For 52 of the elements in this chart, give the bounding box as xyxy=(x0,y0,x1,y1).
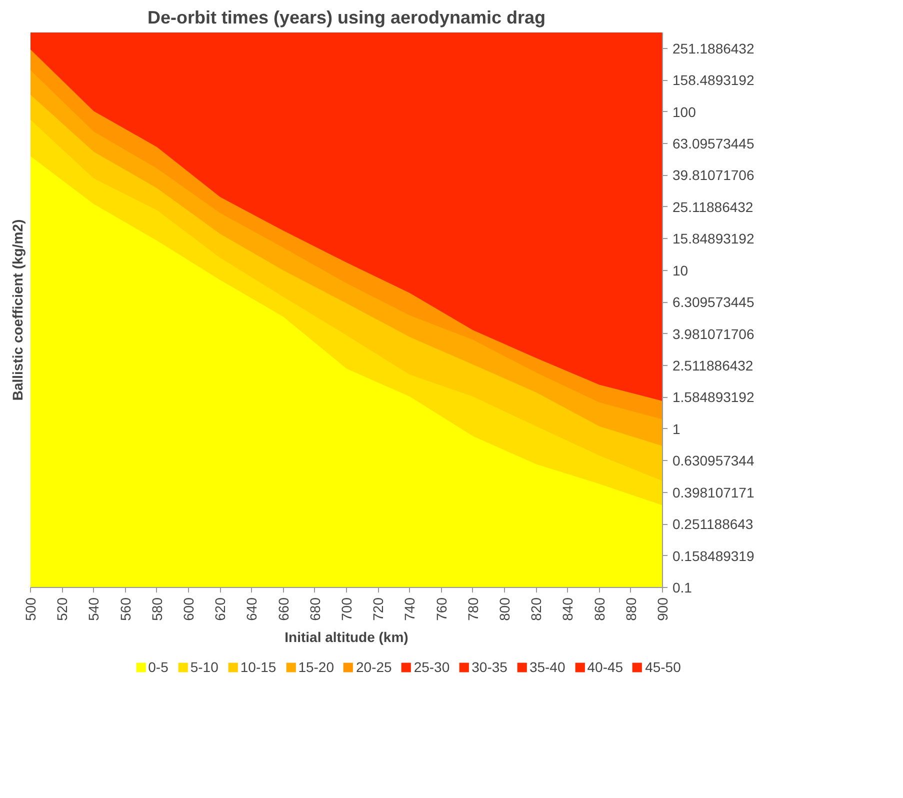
legend-label: 15-20 xyxy=(298,659,334,675)
legend-label: 45-50 xyxy=(645,659,681,675)
x-tick-label: 900 xyxy=(654,597,670,621)
legend-label: 30-35 xyxy=(472,659,508,675)
y-tick-label: 2.511886432 xyxy=(672,358,754,374)
y-tick-label: 0.630957344 xyxy=(672,452,754,469)
y-tick-label: 251.1886432 xyxy=(672,40,754,56)
x-tick-label: 840 xyxy=(560,597,576,621)
x-tick-label: 520 xyxy=(54,597,70,621)
x-tick-label: 620 xyxy=(212,597,228,621)
x-tick-label: 720 xyxy=(370,597,386,621)
y-tick-label: 0.251188643 xyxy=(672,516,754,532)
x-tick-label: 680 xyxy=(306,597,323,621)
y-tick-label: 15.84893192 xyxy=(672,230,754,247)
y-tick-label: 1 xyxy=(672,420,680,437)
x-tick-label: 820 xyxy=(528,597,544,621)
y-axis-title: Ballistic coefficient (kg/m2) xyxy=(10,219,26,401)
y-tick-label: 1.584893192 xyxy=(672,389,754,406)
y-tick-label: 158.4893192 xyxy=(672,72,754,88)
legend-label: 40-45 xyxy=(587,659,624,675)
x-tick-label: 660 xyxy=(275,597,292,621)
legend-label: 0-5 xyxy=(148,659,168,675)
x-tick-label: 800 xyxy=(496,597,512,621)
x-tick-label: 500 xyxy=(22,597,38,621)
y-tick-label: 10 xyxy=(672,262,688,278)
x-tick-label: 580 xyxy=(148,597,165,621)
x-tick-label: 860 xyxy=(591,597,608,621)
x-tick-label: 600 xyxy=(180,597,196,621)
y-tick-label: 0.398107171 xyxy=(672,484,754,500)
x-tick-label: 880 xyxy=(622,597,639,621)
chart-title: De-orbit times (years) using aerodynamic drag xyxy=(147,8,546,28)
y-tick-label: 63.09573445 xyxy=(672,136,754,152)
y-tick-label: 25.11886432 xyxy=(672,198,754,215)
x-tick-label: 700 xyxy=(338,597,354,621)
y-tick-label: 6.309573445 xyxy=(672,294,754,310)
x-tick-label: 780 xyxy=(464,597,481,621)
y-tick-label: 3.981071706 xyxy=(672,326,754,342)
x-tick-label: 560 xyxy=(117,597,134,621)
legend-label: 35-40 xyxy=(529,659,566,675)
legend-label: 25-30 xyxy=(414,659,450,675)
x-tick-label: 760 xyxy=(433,597,450,621)
x-axis-title: Initial altitude (km) xyxy=(284,628,408,645)
legend-label: 10-15 xyxy=(240,659,276,675)
y-tick-label: 0.1 xyxy=(672,580,692,596)
x-tick-label: 640 xyxy=(244,597,260,621)
x-tick-label: 740 xyxy=(402,597,418,621)
y-tick-label: 39.81071706 xyxy=(672,167,754,184)
legend-label: 5-10 xyxy=(190,659,218,675)
x-tick-label: 540 xyxy=(86,597,102,621)
legend-label: 20-25 xyxy=(356,659,392,675)
y-tick-label: 100 xyxy=(672,104,696,120)
y-tick-label: 0.158489319 xyxy=(672,548,754,564)
